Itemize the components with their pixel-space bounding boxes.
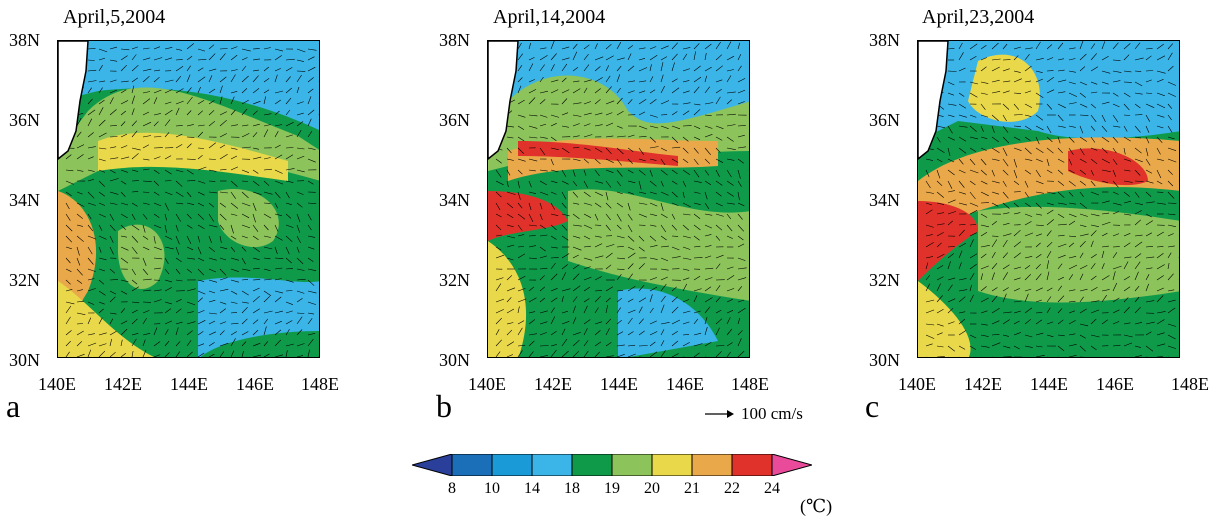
panel-a-map <box>57 40 320 358</box>
panel-c-lon-146e: 146E <box>1096 374 1134 394</box>
colorbar-tick-label: 14 <box>524 480 540 497</box>
colorbar-unit: (℃) <box>800 496 833 516</box>
colorbar-tick-label: 8 <box>448 480 456 497</box>
colorbar-segment <box>731 454 773 476</box>
panel-b-lon-144e: 144E <box>600 374 638 394</box>
panel-a-lon-146e: 146E <box>236 374 274 394</box>
reference-vector: 100 cm/s <box>705 404 803 424</box>
panel-a-letter: a <box>6 388 21 424</box>
panel-a-lon-140e: 140E <box>38 374 76 394</box>
panel-b-lat-36n: 36N <box>439 110 470 130</box>
colorbar-tick-label: 22 <box>724 480 740 497</box>
panel-c-lon-142e: 142E <box>964 374 1002 394</box>
panel-b-letter: b <box>436 388 452 424</box>
colorbar-segment <box>491 454 533 476</box>
panel-b-map <box>487 40 750 358</box>
velocity-vectors <box>495 41 749 357</box>
velocity-vectors <box>65 43 319 357</box>
colorbar-segment <box>611 454 653 476</box>
panel-b-lon-140e: 140E <box>468 374 506 394</box>
colorbar-right-arrow <box>771 454 812 476</box>
panel-a-lon-148e: 148E <box>301 374 339 394</box>
panel-c-date: April,23,2004 <box>922 6 1035 28</box>
panel-b-lon-146e: 146E <box>666 374 704 394</box>
panel-b-lon-148e: 148E <box>731 374 769 394</box>
colorbar-tick-label: 19 <box>604 480 620 497</box>
panel-b-lat-34n: 34N <box>439 190 470 210</box>
panel-c-lon-140e: 140E <box>898 374 936 394</box>
colorbar-tick-label: 18 <box>564 480 580 497</box>
panel-c-lat-34n: 34N <box>869 190 900 210</box>
panel-c-lon-148e: 148E <box>1171 374 1209 394</box>
panel-b-lat-32n: 32N <box>439 270 470 290</box>
colorbar-segment <box>451 454 493 476</box>
panel-b-date: April,14,2004 <box>493 6 606 28</box>
colorbar-segment <box>531 454 573 476</box>
colorbar-tick-label: 21 <box>684 480 700 497</box>
panel-c-letter: c <box>865 388 880 424</box>
colorbar <box>412 454 812 476</box>
colorbar-segment <box>571 454 613 476</box>
panel-c-lat-38n: 38N <box>869 30 900 50</box>
panel-c-map <box>917 40 1180 358</box>
colorbar-tick-label: 20 <box>644 480 660 497</box>
velocity-vectors <box>925 41 1179 357</box>
reference-arrow-icon <box>705 410 734 418</box>
panel-a-lat-34n: 34N <box>9 190 40 210</box>
panel-a-lon-142e: 142E <box>104 374 142 394</box>
panel-a-lat-30n: 30N <box>9 350 40 370</box>
panel-a-lat-32n: 32N <box>9 270 40 290</box>
panel-a-lat-36n: 36N <box>9 110 40 130</box>
colorbar-tick-label: 24 <box>764 480 780 497</box>
panel-b-lon-142e: 142E <box>534 374 572 394</box>
panel-b-lat-38n: 38N <box>439 30 470 50</box>
panel-a-date: April,5,2004 <box>63 6 166 28</box>
panel-c-lat-30n: 30N <box>869 350 900 370</box>
panel-a-lon-144e: 144E <box>170 374 208 394</box>
colorbar-segment <box>691 454 733 476</box>
colorbar-left-arrow <box>412 454 453 476</box>
panel-c-lon-144e: 144E <box>1030 374 1068 394</box>
colorbar-tick-label: 10 <box>484 480 500 497</box>
reference-vector-label: 100 cm/s <box>741 404 803 423</box>
colorbar-segment <box>651 454 693 476</box>
panel-c-lat-32n: 32N <box>869 270 900 290</box>
panel-c-lat-36n: 36N <box>869 110 900 130</box>
panel-b-lat-30n: 30N <box>439 350 470 370</box>
panel-a-lat-38n: 38N <box>9 30 40 50</box>
